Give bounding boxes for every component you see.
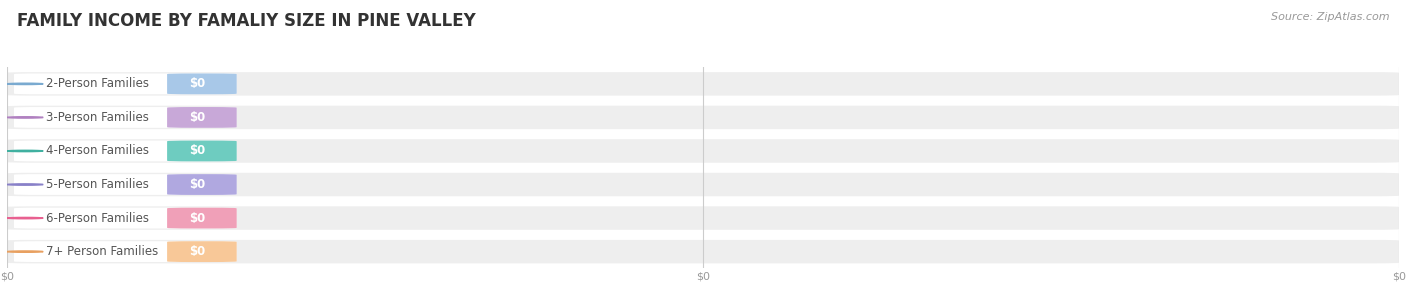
- Text: 2-Person Families: 2-Person Families: [46, 77, 149, 90]
- FancyBboxPatch shape: [7, 106, 1399, 129]
- Text: Source: ZipAtlas.com: Source: ZipAtlas.com: [1271, 12, 1389, 22]
- Ellipse shape: [7, 217, 44, 219]
- Text: 7+ Person Families: 7+ Person Families: [46, 245, 159, 258]
- FancyBboxPatch shape: [14, 74, 236, 94]
- Text: 5-Person Families: 5-Person Families: [46, 178, 149, 191]
- FancyBboxPatch shape: [14, 107, 236, 128]
- Text: $0: $0: [190, 245, 205, 258]
- FancyBboxPatch shape: [167, 174, 236, 195]
- FancyBboxPatch shape: [167, 141, 236, 161]
- Text: $0: $0: [190, 111, 205, 124]
- Text: 3-Person Families: 3-Person Families: [46, 111, 149, 124]
- Text: $0: $0: [190, 178, 205, 191]
- FancyBboxPatch shape: [7, 206, 1399, 230]
- FancyBboxPatch shape: [14, 141, 236, 161]
- FancyBboxPatch shape: [7, 240, 1399, 263]
- Ellipse shape: [7, 150, 44, 152]
- FancyBboxPatch shape: [167, 107, 236, 128]
- Ellipse shape: [7, 117, 44, 118]
- FancyBboxPatch shape: [14, 174, 236, 195]
- Ellipse shape: [7, 251, 44, 252]
- Text: $0: $0: [190, 145, 205, 157]
- FancyBboxPatch shape: [167, 74, 236, 94]
- FancyBboxPatch shape: [14, 241, 236, 262]
- Text: 6-Person Families: 6-Person Families: [46, 212, 149, 224]
- Text: FAMILY INCOME BY FAMALIY SIZE IN PINE VALLEY: FAMILY INCOME BY FAMALIY SIZE IN PINE VA…: [17, 12, 475, 30]
- Ellipse shape: [7, 83, 44, 84]
- FancyBboxPatch shape: [167, 208, 236, 228]
- FancyBboxPatch shape: [167, 241, 236, 262]
- FancyBboxPatch shape: [7, 173, 1399, 196]
- Text: $0: $0: [190, 77, 205, 90]
- FancyBboxPatch shape: [14, 208, 236, 228]
- Text: 4-Person Families: 4-Person Families: [46, 145, 149, 157]
- FancyBboxPatch shape: [7, 72, 1399, 96]
- Text: $0: $0: [190, 212, 205, 224]
- Ellipse shape: [7, 184, 44, 185]
- FancyBboxPatch shape: [7, 139, 1399, 163]
